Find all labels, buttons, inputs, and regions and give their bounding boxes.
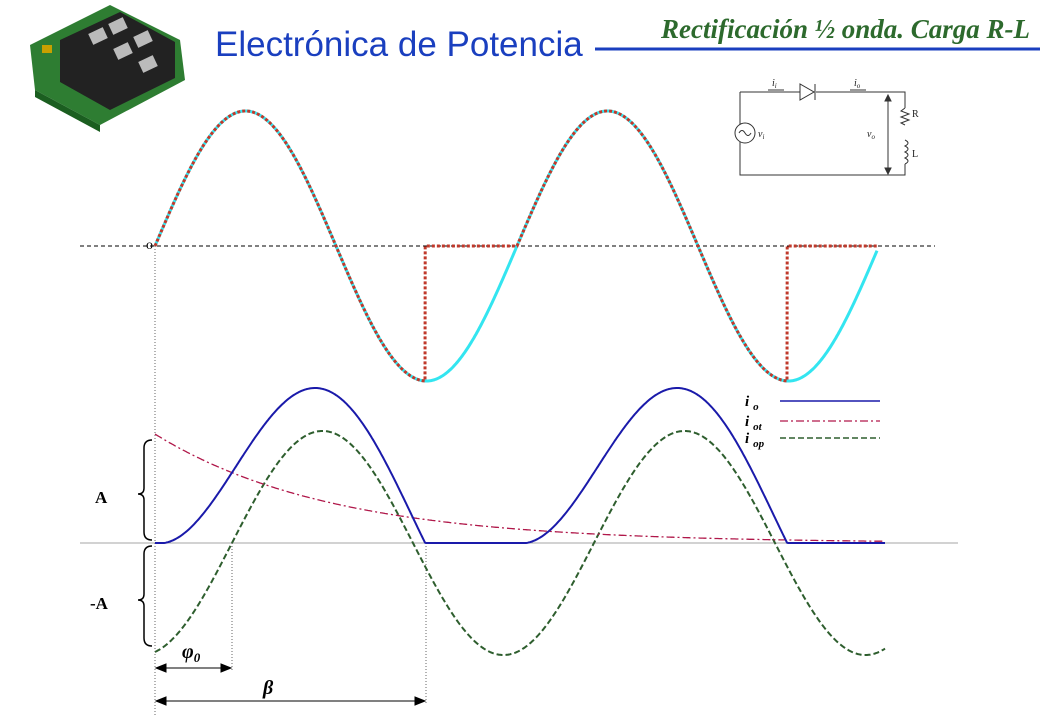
circuit-label: R [912,109,919,120]
circuit-label: ii [772,78,777,90]
curves [153,109,886,656]
header-title: Electrónica de Potencia [215,25,583,64]
circuit-label: vo [867,129,875,141]
phase-label: φ0 [182,641,201,665]
circuit-label: vi [758,129,764,141]
circuit-label: io [854,78,861,90]
waveform [154,430,886,656]
waveform [153,109,877,383]
waveform [154,433,885,542]
waveform [155,387,885,544]
legend-label: i ot [745,414,763,433]
brace [137,545,153,647]
extinction-label: β [262,677,274,699]
brace [137,439,153,541]
circuit [734,83,911,176]
amplitude-label: -A [90,594,109,613]
module-image [30,5,185,132]
slide-title: Rectificación ½ onda. Carga R-L [660,14,1030,44]
amplitude-label: A [95,488,108,507]
legend-label: i op [745,431,765,450]
dimension-arrows [154,663,427,706]
circuit-label: L [912,149,918,160]
origin-label: o [146,238,153,253]
